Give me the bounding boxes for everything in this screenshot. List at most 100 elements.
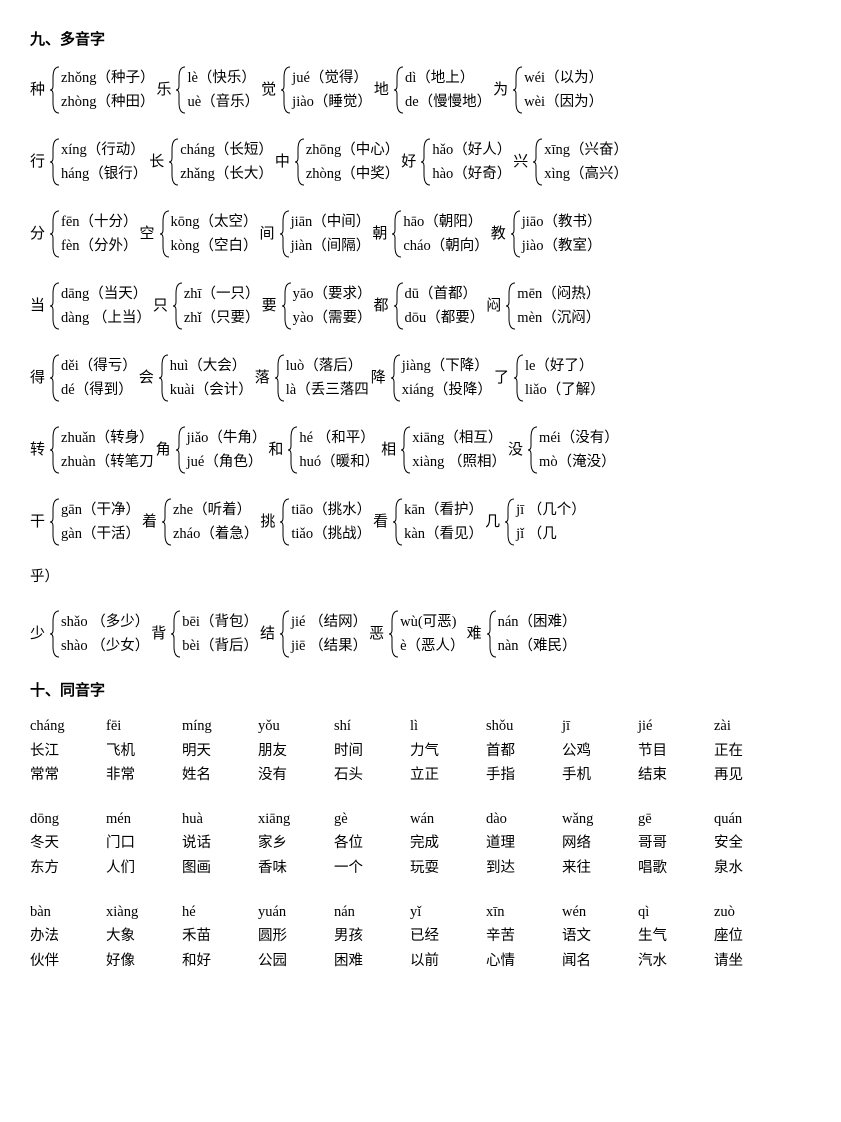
homo-pinyin: gē — [638, 809, 714, 829]
poly-entry: 都 dū（首都）dōu（都要） — [374, 281, 485, 331]
poly-char: 兴 — [513, 152, 528, 173]
homo-word: 伙伴 — [30, 951, 106, 971]
homo-pinyin: wán — [410, 809, 486, 829]
poly-entry: 行 xíng（行动）háng（银行） — [30, 137, 147, 187]
poly-char: 会 — [139, 368, 154, 389]
brace-icon — [49, 65, 61, 115]
poly-char: 少 — [30, 624, 45, 645]
poly-entry: 会 huì（大会）kuài（会计） — [139, 353, 253, 403]
reading-line: luò（落后） — [286, 354, 369, 378]
brace-icon — [393, 281, 405, 331]
reading-line: mèn（沉闷） — [517, 306, 600, 330]
poly-char: 只 — [153, 296, 168, 317]
brace-icon — [49, 609, 61, 659]
reading-line: jiǎo（牛角） — [187, 426, 267, 450]
reading-line: zhuàn（转笔刀 — [61, 450, 154, 474]
poly-char: 朝 — [372, 224, 387, 245]
brace-icon — [279, 209, 291, 259]
homo-word: 没有 — [258, 765, 334, 785]
homo-pinyin: wǎng — [562, 809, 638, 829]
homo-pinyin: zài — [714, 716, 790, 736]
homo-word: 明天 — [182, 741, 258, 761]
reading-line: háng（银行） — [61, 162, 147, 186]
poly-entry: 得 děi（得亏）dé（得到） — [30, 353, 137, 403]
homo-word: 大象 — [106, 926, 182, 946]
reading-line: hào（好奇） — [432, 162, 511, 186]
brace-icon — [170, 609, 182, 659]
homo-word: 困难 — [334, 951, 410, 971]
homo-word: 已经 — [410, 926, 486, 946]
poly-row: 得 děi（得亏）dé（得到）会 huì（大会）kuài（会计）落 luò（落后… — [30, 353, 811, 403]
poly-char: 着 — [142, 512, 157, 533]
brace-icon — [49, 425, 61, 475]
poly-char: 落 — [255, 368, 270, 389]
homo-pinyin: dōng — [30, 809, 106, 829]
brace-icon — [49, 209, 61, 259]
brace-icon — [532, 137, 544, 187]
homo-word: 网络 — [562, 833, 638, 853]
poly-entry: 乐 lè（快乐）uè（音乐） — [156, 65, 259, 115]
reading-line: dāng（当天） — [61, 282, 151, 306]
homo-pinyin: jī — [562, 716, 638, 736]
poly-char: 长 — [149, 152, 164, 173]
homo-pinyin: míng — [182, 716, 258, 736]
poly-entry: 背 bēi（背包）bèi（背后） — [151, 609, 258, 659]
homo-word: 非常 — [106, 765, 182, 785]
reading-line: shào （少女） — [61, 634, 149, 658]
reading-line: shǎo （多少） — [61, 610, 149, 634]
poly-entry: 分 fēn（十分）fèn（分外） — [30, 209, 138, 259]
homo-group: chángfēimíngyǒushílìshǒujījiézài长江飞机明天朋友… — [30, 716, 811, 785]
homo-word: 飞机 — [106, 741, 182, 761]
reading-line: zhuǎn（转身） — [61, 426, 154, 450]
homo-pinyin: yuán — [258, 902, 334, 922]
reading-line: kòng（空白） — [171, 234, 258, 258]
reading-line: dé（得到） — [61, 378, 137, 402]
homo-word: 和好 — [182, 951, 258, 971]
homo-word: 到达 — [486, 858, 562, 878]
brace-icon — [513, 353, 525, 403]
brace-icon — [161, 497, 173, 547]
poly-entry: 地 dì（地上）de（慢慢地） — [374, 65, 491, 115]
reading-line: jiē （结果） — [291, 634, 367, 658]
homo-pinyin: lì — [410, 716, 486, 736]
brace-icon — [400, 425, 412, 475]
homo-word: 哥哥 — [638, 833, 714, 853]
brace-icon — [420, 137, 432, 187]
reading-line: zhǎng（长大） — [180, 162, 273, 186]
homo-pinyin: bàn — [30, 902, 106, 922]
poly-entry: 兴 xīng（兴奋）xìng（高兴） — [513, 137, 628, 187]
reading-line: wù(可恶) — [400, 610, 464, 634]
reading-line: là（丢三落四 — [286, 378, 369, 402]
homo-pinyin: huà — [182, 809, 258, 829]
poly-entry: 和 hé （和平）huó（暖和） — [268, 425, 379, 475]
homo-pinyin: fēi — [106, 716, 182, 736]
homo-word: 再见 — [714, 765, 790, 785]
brace-icon — [159, 209, 171, 259]
reading-line: děi（得亏） — [61, 354, 137, 378]
homo-word: 圆形 — [258, 926, 334, 946]
reading-line: nàn（难民） — [498, 634, 577, 658]
poly-char: 几 — [485, 512, 500, 533]
reading-line: dì（地上） — [405, 66, 491, 90]
poly-entry: 长 cháng（长短）zhǎng（长大） — [149, 137, 273, 187]
reading-line: zhǒng（种子） — [61, 66, 154, 90]
brace-icon — [274, 353, 286, 403]
reading-line: jiān（中间） — [291, 210, 371, 234]
reading-line: dàng （上当） — [61, 306, 151, 330]
reading-line: xiàng （照相） — [412, 450, 506, 474]
reading-line: jī （几个） — [516, 498, 586, 522]
poly-char: 干 — [30, 512, 45, 533]
reading-line: yāo（要求） — [293, 282, 372, 306]
brace-icon — [49, 497, 61, 547]
homophone-block: chángfēimíngyǒushílìshǒujījiézài长江飞机明天朋友… — [30, 716, 811, 971]
brace-icon — [510, 209, 522, 259]
brace-icon — [175, 65, 187, 115]
reading-line: uè（音乐） — [187, 90, 259, 114]
brace-icon — [505, 281, 517, 331]
poly-entry: 觉 jué（觉得）jiào（睡觉） — [261, 65, 372, 115]
reading-line: è（恶人） — [400, 634, 464, 658]
brace-icon — [388, 609, 400, 659]
reading-line: xiáng（投降） — [402, 378, 492, 402]
poly-entry: 降 jiàng（下降）xiáng（投降） — [371, 353, 492, 403]
poly-char: 降 — [371, 368, 386, 389]
